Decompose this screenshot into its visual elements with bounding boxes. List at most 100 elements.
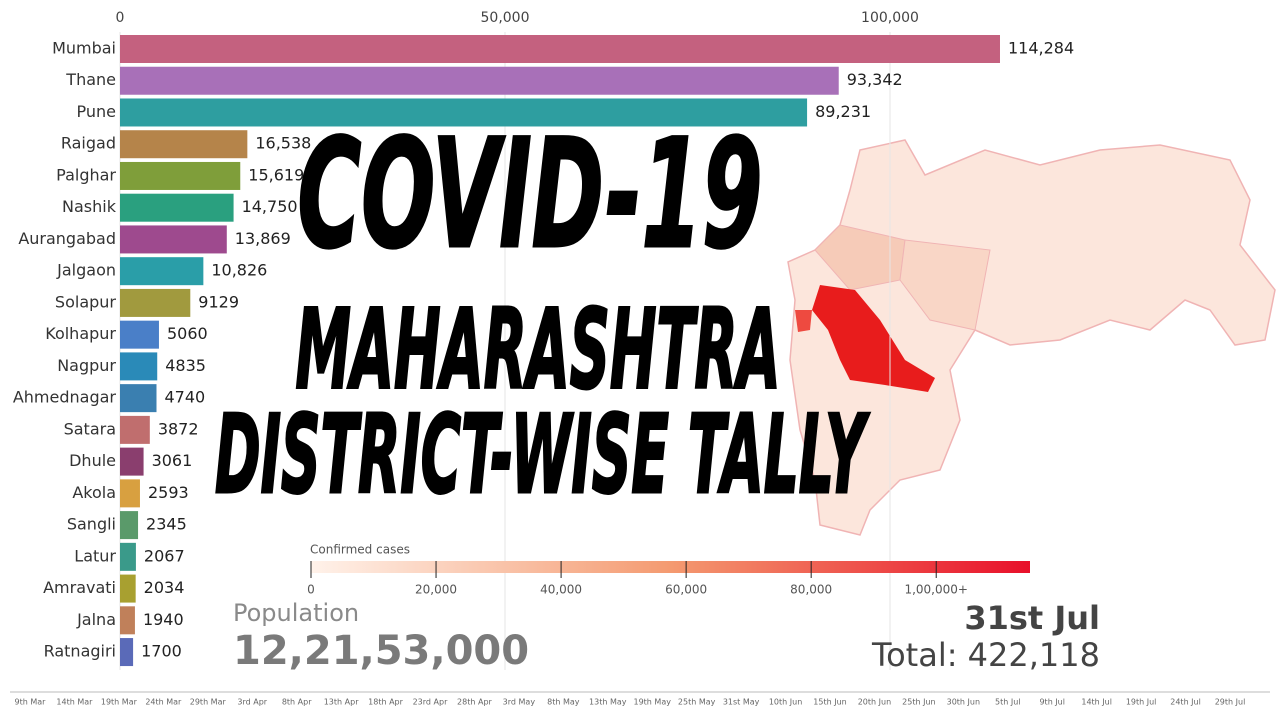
bar <box>120 574 136 603</box>
timeline-label: 10th Jun <box>769 698 802 707</box>
bar <box>120 193 234 222</box>
headline: DISTRICT-WISE TALLY <box>215 393 870 518</box>
value-label: 14,750 <box>242 197 298 216</box>
category-label: Raigad <box>61 134 116 153</box>
timeline-label: 3rd Apr <box>237 698 267 707</box>
category-label: Pune <box>77 102 117 121</box>
category-label: Jalna <box>76 610 116 629</box>
value-label: 3061 <box>152 451 193 470</box>
value-label: 15,619 <box>248 165 304 184</box>
value-label: 9129 <box>198 292 239 311</box>
category-label: Ahmednagar <box>13 388 117 407</box>
legend-gradient <box>311 561 1030 573</box>
timeline-label: 13th Apr <box>324 698 359 707</box>
timeline-label: 13th May <box>589 698 627 707</box>
bar <box>120 257 204 286</box>
headline: MAHARASHTRA <box>296 285 781 413</box>
x-tick-label: 100,000 <box>861 10 919 26</box>
map-state <box>787 139 1276 536</box>
bar <box>120 447 144 476</box>
category-label: Jalgaon <box>56 261 116 280</box>
map-district <box>814 224 906 291</box>
category-label: Sangli <box>67 515 116 534</box>
category-label: Mumbai <box>52 39 116 58</box>
timeline-label: 24th Jul <box>1170 698 1201 707</box>
timeline-label: 18th Apr <box>368 698 403 707</box>
map-district <box>812 285 935 392</box>
value-label: 2345 <box>146 515 187 534</box>
timeline-label: 29th Mar <box>190 698 227 707</box>
population-label: Population <box>233 599 359 627</box>
category-label: Akola <box>72 483 116 502</box>
timeline-label: 14th Mar <box>56 698 93 707</box>
value-label: 4835 <box>165 356 206 375</box>
legend-tick-label: 60,000 <box>665 583 707 597</box>
legend-tick-label: 20,000 <box>415 583 457 597</box>
bar <box>120 352 158 381</box>
bar <box>120 479 140 508</box>
value-label: 13,869 <box>235 229 291 248</box>
bar <box>120 161 241 190</box>
timeline-label: 24th Mar <box>145 698 182 707</box>
timeline-label: 25th May <box>678 698 716 707</box>
bar <box>120 98 808 127</box>
legend-tick-label: 0 <box>307 583 315 597</box>
timeline-label: 31st May <box>723 698 760 707</box>
bar <box>120 638 134 667</box>
category-label: Thane <box>65 70 116 89</box>
bar <box>120 225 227 254</box>
value-label: 2593 <box>148 483 189 502</box>
value-label: 2067 <box>144 546 185 565</box>
x-tick-label: 50,000 <box>481 10 530 26</box>
category-label: Solapur <box>55 292 116 311</box>
bar <box>120 320 159 349</box>
bar <box>120 511 139 540</box>
map-district <box>795 310 812 332</box>
bar <box>120 288 191 317</box>
category-label: Amravati <box>43 578 116 597</box>
bar <box>120 66 839 95</box>
map-district <box>899 239 991 331</box>
timeline-label: 9th Jul <box>1039 698 1065 707</box>
x-tick-label: 0 <box>116 10 125 26</box>
bar <box>120 35 1000 63</box>
value-label: 4740 <box>164 388 205 407</box>
value-label: 89,231 <box>815 102 871 121</box>
timeline-label: 19th Jul <box>1126 698 1157 707</box>
category-label: Latur <box>74 546 116 565</box>
timeline-label: 19th May <box>633 698 671 707</box>
value-label: 2034 <box>144 578 185 597</box>
timeline-label: 20th Jun <box>858 698 891 707</box>
bar <box>120 542 136 571</box>
value-label: 1940 <box>143 610 184 629</box>
timeline-label: 9th Mar <box>15 698 47 707</box>
category-label: Nagpur <box>57 356 116 375</box>
timeline-label: 8th Apr <box>282 698 312 707</box>
value-label: 1700 <box>141 642 182 661</box>
category-label: Dhule <box>69 451 116 470</box>
total-label: Total: 422,118 <box>871 636 1100 674</box>
legend-title: Confirmed cases <box>310 543 410 557</box>
timeline-label: 29th Jul <box>1215 698 1246 707</box>
population-value: 12,21,53,000 <box>233 628 529 674</box>
legend-tick-label: 40,000 <box>540 583 582 597</box>
category-label: Palghar <box>56 165 116 184</box>
value-label: 10,826 <box>211 261 267 280</box>
timeline-label: 3rd May <box>503 698 536 707</box>
legend-tick-label: 80,000 <box>790 583 832 597</box>
value-label: 93,342 <box>847 70 903 89</box>
timeline-label: 14th Jul <box>1081 698 1112 707</box>
date-label: 31st Jul <box>964 599 1100 637</box>
bar <box>120 384 157 413</box>
category-label: Aurangabad <box>18 229 116 248</box>
value-label: 5060 <box>167 324 208 343</box>
category-label: Kolhapur <box>45 324 116 343</box>
timeline-label: 15th Jun <box>813 698 846 707</box>
timeline-label: 19th Mar <box>101 698 138 707</box>
timeline-label: 5th Jul <box>995 698 1021 707</box>
value-label: 114,284 <box>1008 39 1074 58</box>
bar <box>120 130 248 159</box>
timeline-label: 28th Apr <box>457 698 492 707</box>
